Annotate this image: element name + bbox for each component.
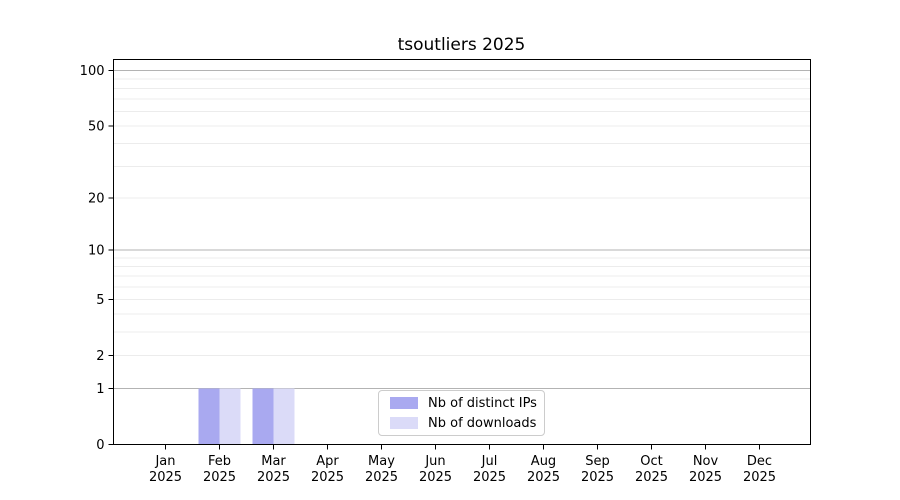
x-tick-label-year: 2025 [743,470,776,485]
x-tick-label-month: Jul [481,454,498,469]
x-tick-label-year: 2025 [203,470,236,485]
x-tick-label-year: 2025 [635,470,668,485]
y-tick-label: 100 [80,64,105,79]
legend: Nb of distinct IPs Nb of downloads [378,390,545,436]
legend-label-downloads: Nb of downloads [428,415,537,431]
x-tick-label-month: Mar [261,454,286,469]
x-tick-label-year: 2025 [419,470,452,485]
bar-downloads [273,388,295,445]
y-tick-label: 20 [88,191,105,206]
legend-swatch-downloads [390,417,418,429]
legend-swatch-distinct-ips [390,397,418,409]
x-tick-label-month: Nov [693,454,719,469]
x-tick-label-month: Oct [640,454,662,469]
x-tick-label-year: 2025 [149,470,182,485]
x-tick-label-year: 2025 [689,470,722,485]
x-tick-label-month: Aug [531,454,556,469]
legend-item-downloads: Nb of downloads [385,416,538,431]
x-tick-label-year: 2025 [311,470,344,485]
chart-title: tsoutliers 2025 [397,35,526,55]
y-tick-label: 1 [96,382,104,397]
y-tick-label: 50 [88,119,105,134]
x-tick-label-month: Apr [316,454,339,469]
x-tick-label-year: 2025 [365,470,398,485]
y-tick-label: 2 [96,349,104,364]
x-tick-label-year: 2025 [527,470,560,485]
x-tick-label-month: May [368,454,395,469]
x-tick-label-year: 2025 [473,470,506,485]
x-tick-label-month: Jan [154,454,175,469]
bar-distinct-ips [252,388,274,445]
x-tick-label-month: Sep [585,454,610,469]
x-tick-label-month: Feb [208,454,231,469]
x-tick-label-year: 2025 [257,470,290,485]
x-tick-label-month: Dec [747,454,772,469]
legend-item-distinct-ips: Nb of distinct IPs [385,396,538,411]
x-tick-label-month: Jun [424,454,445,469]
plot-frame [113,59,811,445]
y-tick-label: 0 [96,438,104,453]
x-tick-label-year: 2025 [581,470,614,485]
y-tick-label: 10 [88,244,105,259]
legend-label-distinct-ips: Nb of distinct IPs [428,395,537,411]
bar-downloads [219,388,241,445]
y-tick-label: 5 [96,293,104,308]
bar-distinct-ips [198,388,220,445]
